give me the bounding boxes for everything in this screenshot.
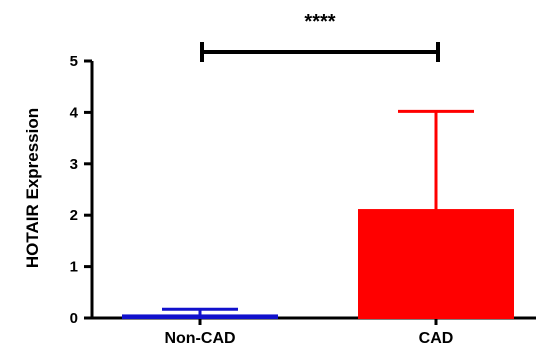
y-tick-label: 1 xyxy=(70,259,78,276)
y-tick-label: 3 xyxy=(70,156,78,173)
y-axis: 0 1 2 3 4 5 xyxy=(70,53,94,327)
y-tick-label: 4 xyxy=(70,104,79,121)
y-axis-label: HOTAIR Expression xyxy=(23,108,42,268)
x-tick-label: Non-CAD xyxy=(164,330,235,347)
y-tick-label: 0 xyxy=(70,310,78,327)
x-axis: Non-CAD CAD xyxy=(91,316,536,347)
bar xyxy=(358,209,514,319)
significance-annotation: **** xyxy=(200,11,440,62)
x-tick-label: CAD xyxy=(419,330,454,347)
bars xyxy=(122,209,514,319)
error-bars xyxy=(162,109,474,316)
significance-label: **** xyxy=(304,11,335,33)
y-tick-label: 5 xyxy=(70,53,78,70)
bar xyxy=(122,314,278,319)
y-tick-label: 2 xyxy=(70,207,78,224)
